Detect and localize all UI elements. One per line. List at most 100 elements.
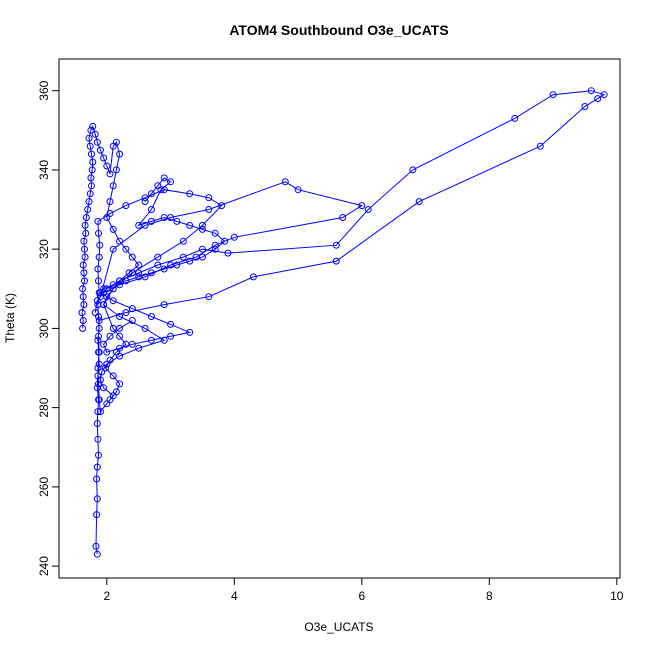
- data-point: [94, 217, 102, 225]
- data-point: [141, 198, 149, 206]
- data-point: [95, 396, 103, 404]
- data-point: [147, 190, 155, 198]
- data-point: [116, 380, 124, 388]
- y-tick-label: 280: [37, 397, 51, 417]
- data-point: [135, 344, 143, 352]
- data-point: [103, 348, 111, 356]
- data-point: [106, 356, 114, 364]
- data-point: [109, 297, 117, 305]
- data-point: [82, 229, 90, 237]
- data-point: [167, 320, 175, 328]
- data-point: [511, 114, 519, 122]
- data-point: [409, 166, 417, 174]
- data-point: [116, 332, 124, 340]
- data-point: [79, 293, 87, 301]
- data-point: [135, 269, 143, 277]
- data-point: [79, 261, 87, 269]
- data-point: [95, 229, 102, 237]
- data-point: [79, 285, 87, 293]
- data-point: [100, 154, 108, 162]
- data-point: [128, 340, 136, 348]
- data-point: [141, 324, 149, 332]
- data-point: [173, 261, 181, 269]
- data-point: [135, 261, 143, 269]
- x-axis-label: O3e_UCATS: [304, 620, 373, 634]
- data-point: [157, 186, 165, 194]
- data-point: [95, 451, 102, 459]
- data-point: [89, 158, 97, 166]
- data-point: [594, 95, 602, 103]
- data-point: [78, 309, 86, 317]
- data-point: [218, 202, 226, 210]
- data-point: [80, 301, 88, 309]
- series-line: [99, 177, 226, 353]
- data-point: [79, 317, 87, 324]
- data-point: [339, 214, 347, 221]
- data-point: [95, 317, 103, 324]
- y-tick-label: 340: [37, 160, 51, 180]
- x-tick-label: 6: [358, 589, 365, 603]
- data-point: [88, 166, 96, 174]
- data-point: [93, 420, 101, 427]
- data-point: [95, 360, 103, 368]
- data-point: [186, 190, 194, 198]
- data-point: [86, 190, 94, 198]
- data-point: [211, 229, 219, 237]
- data-point: [415, 198, 423, 206]
- series-line: [81, 125, 140, 401]
- data-point: [94, 435, 102, 443]
- data-point: [87, 126, 95, 134]
- data-point: [112, 388, 120, 396]
- data-point: [93, 495, 101, 503]
- data-point: [116, 324, 124, 332]
- data-point: [109, 245, 117, 253]
- y-tick-label: 360: [37, 80, 51, 100]
- data-point: [100, 384, 108, 392]
- data-point: [205, 293, 213, 301]
- data-point: [81, 221, 89, 229]
- data-point: [109, 281, 117, 289]
- chart-title: ATOM4 Southbound O3e_UCATS: [229, 22, 448, 38]
- data-point: [581, 103, 589, 110]
- data-point: [154, 253, 162, 261]
- data-point: [211, 241, 219, 249]
- data-point: [86, 142, 94, 150]
- data-point: [205, 206, 213, 213]
- data-point: [147, 336, 155, 344]
- data-point: [100, 301, 108, 309]
- data-point: [109, 182, 117, 190]
- data-point: [167, 332, 175, 340]
- data-point: [198, 245, 206, 253]
- data-point: [116, 150, 124, 158]
- data-point: [94, 364, 102, 372]
- data-point: [109, 285, 117, 293]
- data-point: [93, 511, 101, 519]
- data-point: [125, 269, 133, 277]
- data-point: [332, 257, 340, 265]
- data-point: [186, 328, 194, 336]
- data-point: [160, 174, 168, 182]
- data-point: [103, 162, 111, 170]
- data-point: [116, 237, 124, 245]
- data-point: [186, 221, 194, 229]
- data-point: [128, 253, 136, 261]
- data-point: [179, 253, 187, 261]
- y-axis: 240 260 280 300 320 340 360: [37, 80, 60, 576]
- data-point: [96, 376, 104, 384]
- data-point: [95, 253, 103, 261]
- data-point: [122, 309, 130, 317]
- data-point: [102, 364, 109, 372]
- data-point: [93, 138, 101, 146]
- y-tick-label: 240: [37, 556, 51, 576]
- x-axis: 2 4 6 8 10: [103, 577, 624, 603]
- data-point: [147, 313, 155, 320]
- data-point: [94, 408, 102, 416]
- data-point: [95, 324, 103, 332]
- data-point: [135, 221, 143, 229]
- x-tick-label: 8: [486, 589, 493, 603]
- data-point: [93, 550, 101, 558]
- data-point: [93, 463, 101, 471]
- data-point: [221, 237, 229, 245]
- data-point: [128, 317, 136, 324]
- data-point: [358, 202, 366, 210]
